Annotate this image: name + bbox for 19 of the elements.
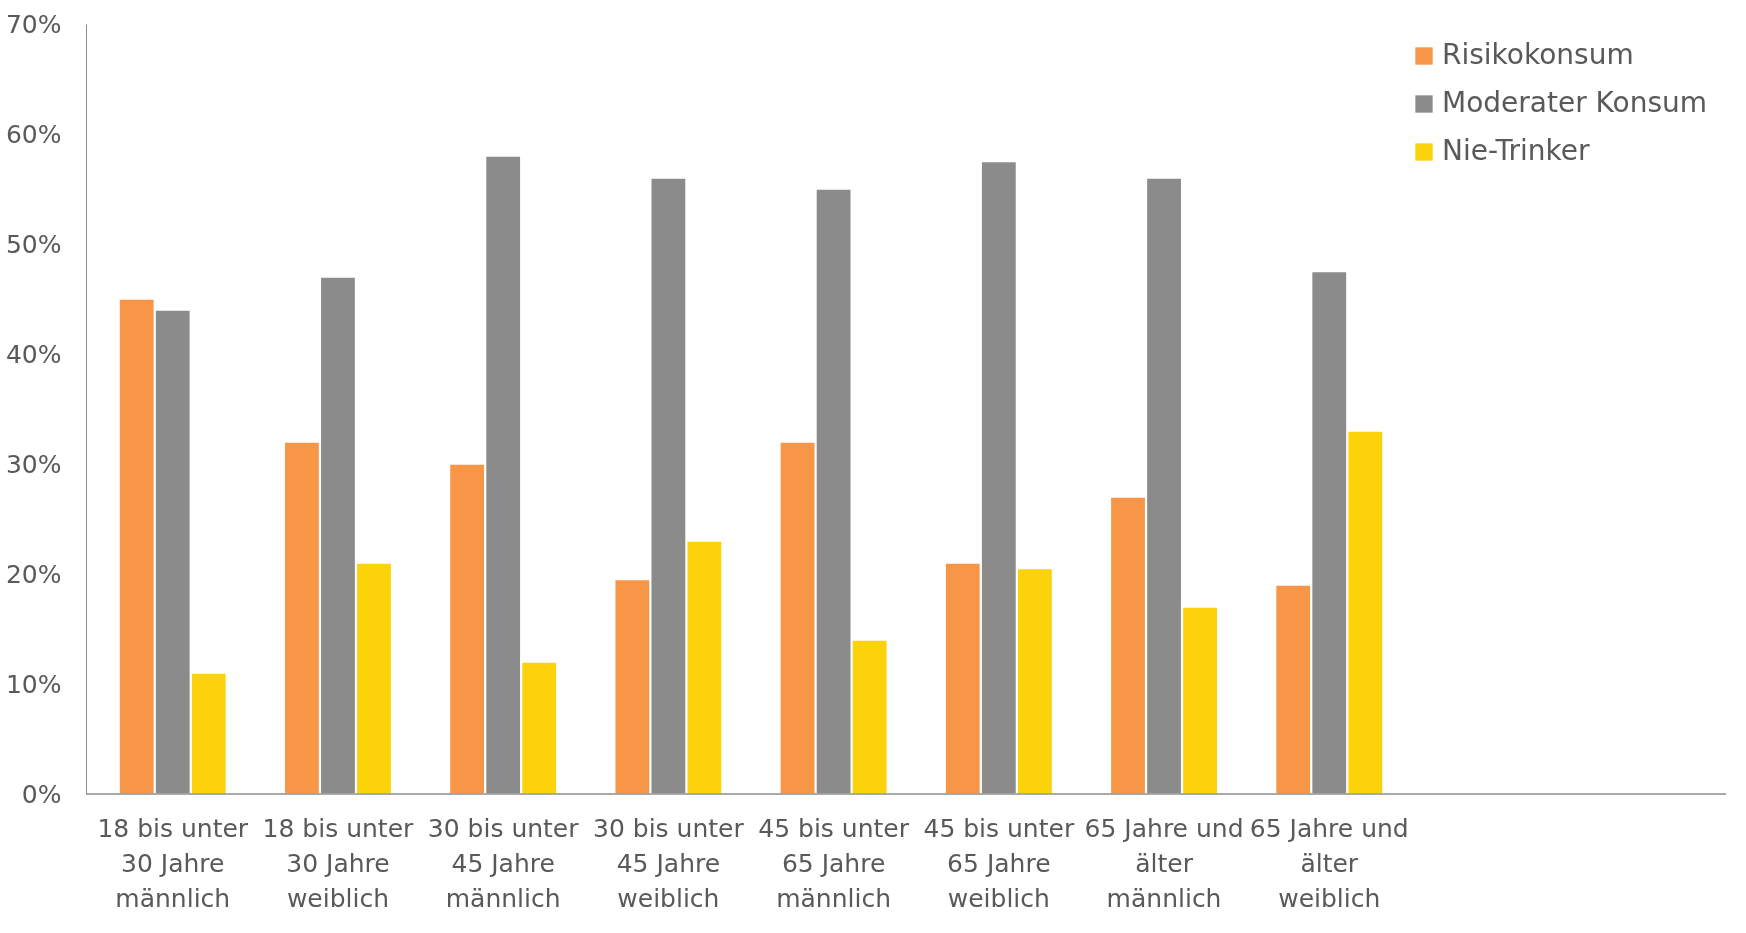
legend-label: Moderater Konsum: [1442, 86, 1708, 119]
y-tick-label: 20%: [5, 559, 62, 589]
y-tick-label: 0%: [21, 779, 62, 809]
x-tick-label: 18 bis unter 30 Jahre weiblich: [262, 813, 415, 913]
x-tick-label: 30 bis unter 45 Jahre weiblich: [593, 813, 745, 913]
x-tick-label: 65 Jahre und älter weiblich: [1249, 813, 1409, 913]
x-tick-label: 45 bis unter 65 Jahre männlich: [758, 813, 910, 913]
y-tick-label: 60%: [5, 119, 62, 149]
y-tick-label: 10%: [5, 669, 62, 699]
y-tick-label: 70%: [5, 9, 62, 39]
x-tick-label: 18 bis unter 30 Jahre männlich: [97, 813, 249, 913]
y-tick-label: 40%: [5, 339, 62, 369]
y-tick-label: 30%: [5, 449, 62, 479]
x-tick-label: 45 bis unter 65 Jahre weiblich: [923, 813, 1075, 913]
legend-label: Nie-Trinker: [1442, 134, 1590, 167]
legend-label: Risikokonsum: [1442, 38, 1634, 71]
x-tick-label: 65 Jahre und älter männlich: [1084, 813, 1244, 913]
y-tick-label: 50%: [5, 229, 62, 259]
x-tick-label: 30 bis unter 45 Jahre männlich: [427, 813, 580, 913]
